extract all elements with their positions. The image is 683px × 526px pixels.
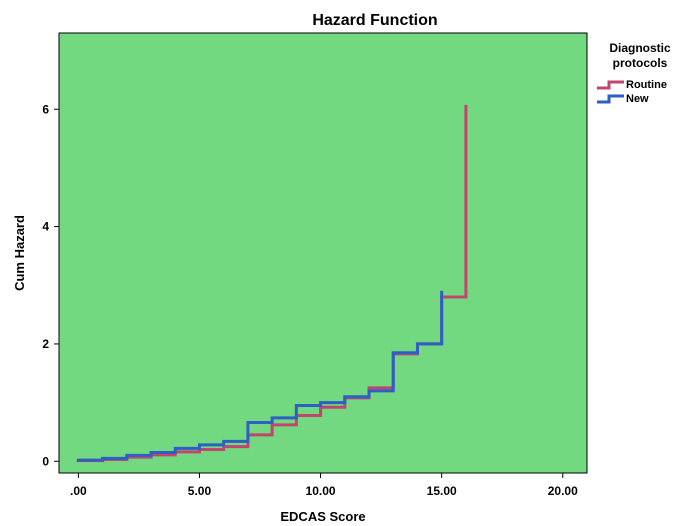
series-layer [76,104,468,463]
x-axis-ticks: .00 5.00 10.00 15.00 20.00 [70,473,578,498]
legend-label-new: New [626,93,649,105]
legend-items: Routine New [597,79,667,105]
y-tick-label: 0 [42,454,49,468]
legend-swatch-new [597,94,624,104]
y-axis-label: Cum Hazard [12,215,27,291]
legend-label-routine: Routine [626,79,667,91]
legend-title-line-1: Diagnostic [609,41,671,55]
series-line-new [76,290,444,462]
plot-area [58,32,588,474]
y-tick-label: 2 [42,337,49,351]
x-tick-label: 5.00 [188,484,212,498]
chart-title: Hazard Function [312,12,437,29]
legend-title-line-2: protocols [613,56,668,70]
legend-swatch-routine [597,80,624,90]
y-tick-label: 4 [42,220,49,234]
legend: Diagnostic protocols Routine New [597,41,671,105]
x-tick-label: 15.00 [427,484,457,498]
y-tick-label: 6 [42,102,49,116]
x-tick-label: 10.00 [306,484,336,498]
x-tick-label: 20.00 [548,484,578,498]
x-tick-label: .00 [70,484,87,498]
x-axis-label: EDCAS Score [280,509,365,524]
y-axis-ticks: 0 2 4 6 [42,102,59,468]
